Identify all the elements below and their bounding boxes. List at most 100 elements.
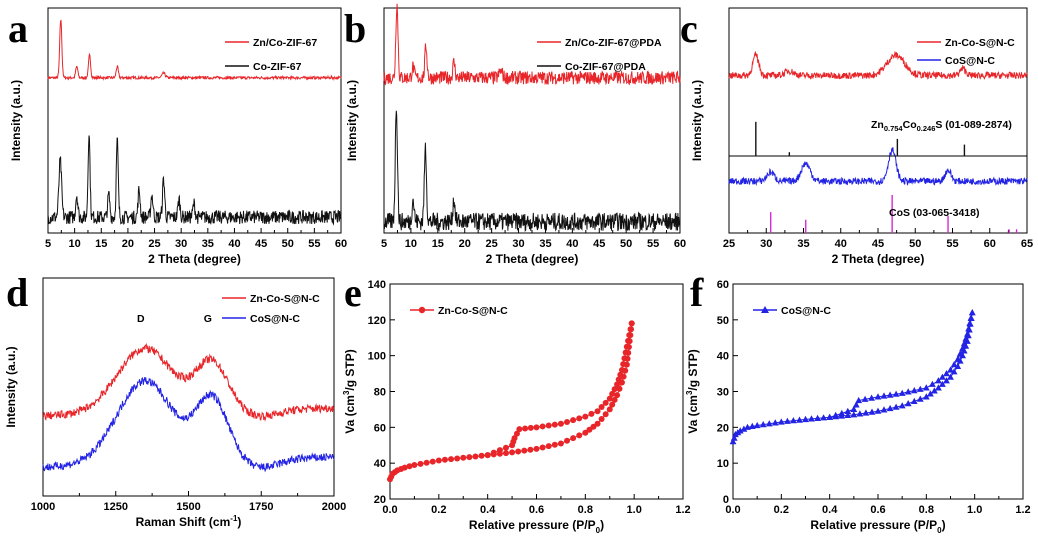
x-tick-label: 45	[593, 238, 605, 250]
x-tick-label: 50	[620, 238, 632, 250]
isotherm-point	[588, 410, 595, 417]
x-tick-label: 0.4	[822, 504, 838, 516]
y-tick-label: 60	[717, 279, 729, 291]
isotherm-point	[564, 437, 571, 444]
panel-label-b: b	[344, 6, 366, 51]
x-tick-label: 45	[255, 238, 267, 250]
band-label-g: G	[204, 313, 212, 325]
isotherm-point	[626, 332, 633, 339]
isotherm-point	[509, 449, 516, 456]
isotherm-point	[826, 413, 834, 420]
isotherm-point	[611, 396, 618, 403]
isotherm-point	[616, 385, 623, 392]
isotherm-point	[850, 405, 858, 412]
isotherm-point	[570, 417, 577, 424]
x-tick-label: 1.2	[1015, 504, 1030, 516]
x-label-part: Relative pressure (P/P	[469, 518, 596, 532]
panel-label-f: f	[690, 270, 704, 315]
raman-line-zn-co-s	[42, 343, 335, 422]
isotherm-point	[874, 407, 882, 414]
isotherm-point	[730, 434, 738, 441]
isotherm-point	[611, 386, 618, 393]
isotherm-point	[472, 453, 479, 460]
x-tick-label: 15	[432, 238, 444, 250]
x-tick-label: 15	[95, 238, 107, 250]
isotherm-point	[808, 415, 815, 422]
panel-label-e: e	[344, 270, 362, 315]
panel-label-c: c	[680, 6, 698, 51]
legend-label: Zn/Co-ZIF-67@PDA	[565, 37, 662, 49]
isotherm-point	[910, 387, 918, 394]
isotherm-line-adsorption	[389, 323, 633, 480]
isotherm-point	[796, 416, 803, 423]
series-line-cos	[728, 147, 1028, 187]
y-tick-label: 50	[717, 315, 729, 327]
panel-label-d: d	[6, 270, 28, 315]
isotherm-point	[832, 411, 840, 418]
isotherm-point	[522, 425, 529, 432]
isotherm-point	[959, 344, 966, 352]
series-line-bottom	[383, 110, 681, 233]
isotherm-point	[609, 390, 616, 397]
isotherm-point	[814, 414, 821, 421]
y-tick-label: 40	[717, 351, 729, 363]
isotherm-point	[602, 399, 609, 406]
isotherm-point	[515, 448, 522, 455]
isotherm-point	[627, 326, 634, 333]
x-tick-label: 5	[45, 238, 51, 250]
x-tick-label: 65	[1021, 238, 1033, 250]
x-tick-label: 30	[512, 238, 524, 250]
isotherm-point	[551, 421, 558, 428]
x-tick-label: 30	[175, 238, 187, 250]
isotherm-point	[502, 444, 509, 451]
isotherm-point	[411, 461, 418, 468]
x-tick-label: 55	[647, 238, 659, 250]
isotherm-point	[802, 415, 809, 423]
isotherm-point	[736, 427, 744, 434]
isotherm-point	[968, 309, 976, 316]
isotherm-point	[598, 404, 605, 411]
isotherm-line-desorption	[829, 312, 973, 418]
isotherm-point	[406, 463, 413, 470]
isotherm-point	[960, 340, 968, 347]
isotherm-point	[576, 415, 583, 422]
isotherm-point	[478, 452, 485, 459]
x-tick-label: 10	[69, 238, 81, 250]
x-tick-label: 25	[148, 238, 160, 250]
band-label-d: D	[137, 313, 145, 325]
chart-panel-c: 25 30 35 40 45 50 55 60 65 Zn0.754Co0.246S (01-08…	[690, 7, 1033, 266]
isotherm-point	[401, 464, 408, 471]
plot-frame	[389, 283, 684, 500]
y-tick-label: 20	[717, 422, 729, 434]
y-tick-label: 10	[717, 458, 729, 470]
isotherm-point	[868, 408, 876, 415]
isotherm-point	[759, 421, 767, 428]
legend-label: CoS@N-C	[250, 313, 300, 325]
reference-label-zncos: Zn0.754Co0.246S (01-089-2874)	[871, 119, 1012, 133]
isotherm-point	[615, 376, 622, 383]
x-tick-label: 35	[202, 238, 214, 250]
isotherm-point	[618, 367, 625, 373]
isotherm-point	[527, 424, 534, 431]
legend-marker	[418, 306, 426, 314]
isotherm-line-desorption	[487, 323, 633, 456]
isotherm-point	[922, 384, 930, 391]
y-axis-label: Intensity (a.u.)	[9, 80, 23, 161]
isotherm-point	[533, 445, 540, 452]
isotherm-point	[620, 361, 627, 368]
x-axis-label: Relative pressure (P/P0)	[469, 518, 604, 535]
x-tick-label: 0.8	[919, 504, 934, 516]
isotherm-point	[429, 458, 436, 465]
x-tick-label: 20	[122, 238, 134, 250]
isotherm-point	[557, 420, 564, 427]
isotherm-point	[521, 447, 528, 454]
panel-label-a: a	[8, 6, 28, 51]
x-tick-label: 60	[674, 238, 686, 250]
x-axis-label: Raman Shift (cm-1)	[136, 514, 242, 529]
isotherm-point	[614, 381, 621, 388]
isotherm-point	[939, 380, 946, 387]
isotherm-point	[441, 456, 448, 463]
x-tick-label: 1500	[176, 501, 200, 513]
isotherm-point	[582, 413, 589, 420]
x-axis-label: 2 Theta (degree)	[148, 252, 241, 266]
